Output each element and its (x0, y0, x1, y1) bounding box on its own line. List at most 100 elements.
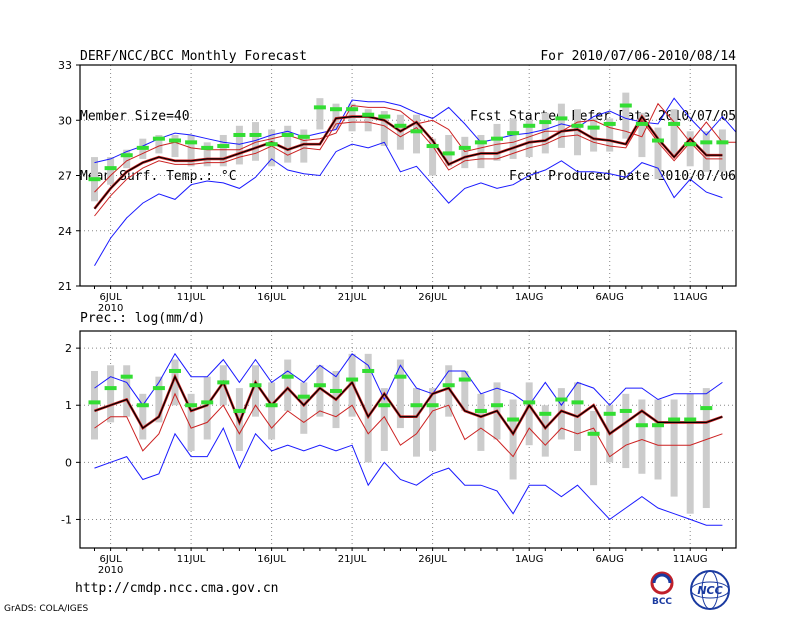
temp-box (493, 123, 501, 161)
temp-median-mark (668, 121, 681, 126)
temp-box (670, 109, 678, 158)
temp-year-label: 2010 (98, 303, 123, 314)
temp-median-mark (249, 132, 262, 137)
temp-xtick-label: 11JUL (177, 292, 206, 303)
grads-credit: GrADS: COLA/IGES (4, 604, 89, 614)
temp-ytick-label: 30 (58, 114, 72, 127)
prec-median-mark (491, 403, 503, 408)
prec-xtick-label: 1AUG (515, 554, 543, 565)
temp-box (364, 109, 372, 132)
temp-box (123, 149, 131, 169)
prec-xtick-label: 11JUL (177, 554, 206, 565)
prec-median-mark (233, 408, 246, 413)
temp-box (606, 118, 614, 152)
prec-box (396, 359, 404, 429)
prec-median-mark (555, 397, 568, 402)
temp-median-mark (217, 144, 230, 149)
ncc-logo: NCC (690, 570, 730, 610)
temp-median-mark (555, 116, 568, 121)
temp-box (702, 131, 710, 172)
temp-xtick-label: 16JUL (257, 292, 286, 303)
prec-xtick-label: 26JUL (418, 554, 447, 565)
prec-median-mark (346, 377, 359, 382)
prec-box (509, 399, 517, 480)
temp-median-mark (201, 145, 214, 150)
prec-median-mark (394, 374, 407, 379)
temp-box (235, 125, 243, 165)
temp-box (187, 134, 195, 167)
temp-ytick-label: 27 (58, 170, 72, 183)
temp-box (461, 136, 469, 169)
prec-median-mark (587, 431, 600, 436)
prec-median-mark (684, 417, 697, 422)
prec-xtick-label: 6JUL (99, 554, 122, 565)
prec-xtick-label: 21JUL (338, 554, 367, 565)
prec-box (252, 365, 259, 417)
prec-ytick-label: 0 (65, 456, 72, 469)
temp-box (445, 134, 453, 167)
prec-box (268, 382, 276, 440)
temp-median-mark (603, 121, 616, 126)
prec-line-upper (94, 352, 723, 407)
temp-median-mark (523, 123, 536, 128)
prec-median-mark (362, 368, 375, 373)
temp-box (590, 118, 598, 152)
temp-ytick-label: 33 (58, 59, 72, 72)
temp-median-mark (474, 140, 487, 145)
prec-line-inner (94, 392, 723, 458)
temp-box (252, 122, 259, 161)
temp-median-mark (378, 114, 391, 119)
prec-median-mark (700, 406, 713, 411)
prec-box (91, 370, 98, 440)
temp-xtick-label: 11AUG (673, 292, 708, 303)
prec-box (300, 382, 308, 434)
prec-box (702, 388, 710, 509)
prec-ytick-label: -1 (61, 513, 72, 526)
prec-xtick-label: 16JUL (257, 554, 286, 565)
temp-median-mark (346, 107, 359, 112)
temp-median-mark (700, 140, 713, 145)
prec-xtick-label: 11AUG (673, 554, 708, 565)
prec-median-mark (88, 400, 101, 405)
prec-box (429, 388, 437, 451)
temp-box (268, 129, 276, 167)
prec-box (477, 393, 485, 451)
temp-box (413, 114, 420, 154)
prec-box (654, 399, 662, 480)
temp-box (284, 125, 292, 163)
prec-median-mark (217, 380, 230, 385)
prec-box (541, 405, 549, 457)
prec-year-label: 2010 (98, 565, 123, 576)
temp-box (525, 120, 533, 158)
prec-median-mark (104, 386, 117, 391)
temp-box (155, 134, 163, 154)
temp-median-mark (684, 142, 697, 147)
prec-median-mark (330, 388, 342, 393)
prec-frame (79, 330, 737, 549)
prec-median-mark (265, 403, 278, 408)
prec-box (686, 393, 694, 514)
temp-median-mark (152, 136, 165, 141)
prec-median-mark (539, 411, 552, 416)
prec-median-mark (313, 383, 326, 388)
temp-line-lower (94, 141, 723, 266)
temp-xtick-label: 6JUL (99, 292, 122, 303)
temp-median-mark (104, 166, 117, 171)
prec-box (557, 388, 565, 440)
prec-median-mark (458, 377, 471, 382)
temp-median-mark (426, 144, 439, 149)
svg-text:BCC: BCC (652, 597, 672, 607)
prec-median-mark (668, 417, 681, 422)
forecast-period: For 2010/07/06-2010/08/14 (540, 49, 736, 64)
temp-median-mark (313, 105, 326, 110)
temp-median-mark (120, 153, 133, 158)
temp-box (300, 129, 308, 163)
prec-median-mark (507, 417, 520, 422)
prec-box (670, 399, 678, 497)
temp-median-mark (458, 145, 471, 150)
prec-box (380, 388, 388, 451)
prec-median-mark (474, 408, 487, 413)
temp-line-mean (94, 115, 723, 210)
source-url[interactable]: http://cmdp.ncc.cma.gov.cn (75, 581, 279, 596)
prec-box (155, 376, 163, 423)
